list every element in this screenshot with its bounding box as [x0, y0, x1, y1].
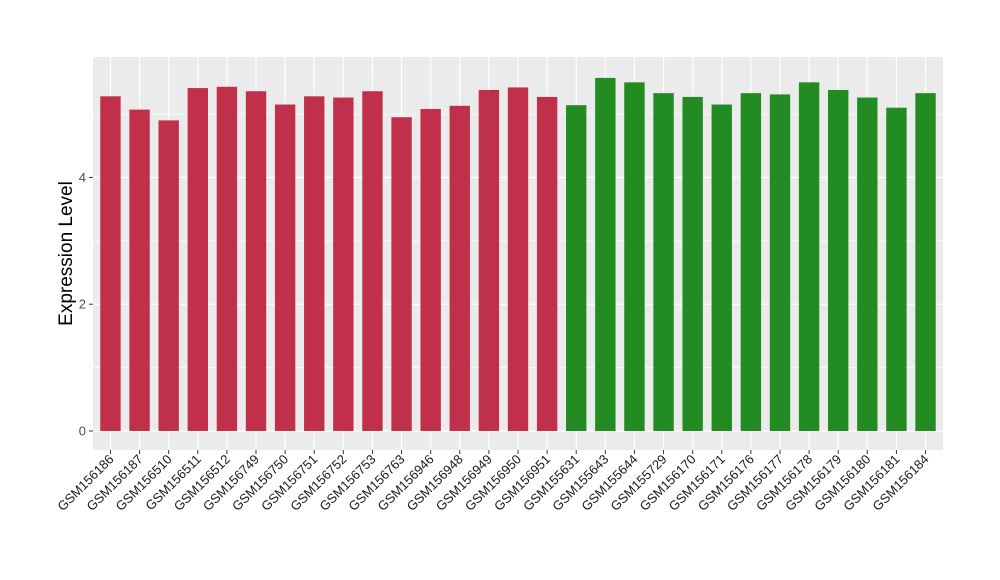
bar-GSM156749 — [245, 91, 267, 431]
bar-GSM156951 — [536, 96, 558, 431]
bar-GSM156177 — [769, 94, 791, 431]
bar-GSM155729 — [653, 93, 674, 431]
bar-GSM156753 — [362, 91, 383, 431]
bar-GSM156187 — [129, 109, 150, 431]
x-axis: GSM156186GSM156187GSM156510GSM156511GSM1… — [54, 450, 932, 514]
bar-GSM156948 — [449, 105, 470, 431]
bar-GSM156179 — [828, 89, 849, 431]
bar-GSM156512 — [216, 86, 238, 431]
bar-GSM156510 — [158, 120, 179, 431]
bar-GSM156184 — [915, 93, 936, 431]
y-tick-label: 2 — [79, 297, 86, 312]
y-axis-title: Expression Level — [56, 181, 77, 326]
y-tick-label: 0 — [79, 423, 86, 438]
bar-GSM156186 — [100, 96, 121, 431]
bar-GSM156178 — [798, 82, 820, 431]
bar-GSM156751 — [304, 96, 325, 431]
bar-GSM155643 — [595, 77, 616, 431]
bar-GSM156181 — [886, 107, 907, 431]
bar-GSM156170 — [682, 96, 703, 431]
bar-GSM155631 — [566, 105, 587, 431]
bar-GSM156950 — [507, 87, 529, 431]
bar-GSM156511 — [187, 88, 208, 431]
bar-GSM156180 — [857, 97, 878, 431]
y-tick-label: 4 — [79, 170, 86, 185]
bar-GSM156176 — [740, 93, 762, 431]
bar-GSM155644 — [624, 82, 645, 431]
bars-group — [100, 77, 936, 431]
bar-GSM156949 — [478, 89, 500, 431]
y-axis: 0 2 4 — [79, 170, 93, 438]
bar-GSM156750 — [274, 104, 296, 431]
bar-GSM156171 — [711, 104, 732, 431]
bar-GSM156946 — [420, 108, 441, 431]
bar-GSM156752 — [333, 97, 354, 431]
bar-GSM156763 — [391, 117, 412, 431]
